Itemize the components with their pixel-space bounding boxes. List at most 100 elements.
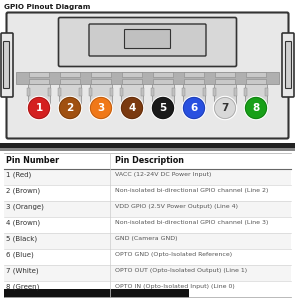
FancyBboxPatch shape [124, 29, 171, 49]
Bar [29, 72, 49, 77]
Circle shape [58, 97, 81, 119]
Bar [28, 84, 50, 108]
FancyBboxPatch shape [89, 24, 206, 56]
Text: Non-isolated bi-directional GPIO channel (Line 3): Non-isolated bi-directional GPIO channel… [115, 220, 268, 225]
Bar [60, 72, 80, 77]
Text: 7 (White): 7 (White) [6, 268, 39, 274]
Text: Pin Description: Pin Description [115, 156, 184, 165]
Circle shape [214, 97, 237, 119]
Bar [172, 88, 175, 96]
Circle shape [120, 97, 143, 119]
Bar [234, 88, 237, 96]
Text: Non-isolated bi-directional GPIO channel (Line 2): Non-isolated bi-directional GPIO channel… [115, 188, 268, 193]
Text: VDD GPIO (2.5V Power Output) (Line 4): VDD GPIO (2.5V Power Output) (Line 4) [115, 204, 238, 209]
Bar [4, 265, 291, 281]
Text: Pin Number: Pin Number [6, 156, 59, 165]
Circle shape [27, 97, 50, 119]
Text: 8 (Green): 8 (Green) [6, 284, 39, 290]
Bar [184, 79, 204, 84]
Bar [110, 88, 113, 96]
Bar [0, 148, 295, 151]
Bar [120, 88, 123, 96]
Bar [151, 88, 154, 96]
Text: 4 (Brown): 4 (Brown) [6, 220, 40, 226]
Text: 6: 6 [190, 103, 198, 113]
Bar [4, 233, 291, 249]
Text: 3: 3 [97, 103, 105, 113]
Bar [153, 79, 173, 84]
Bar [215, 72, 235, 77]
Bar [215, 79, 235, 84]
Bar [246, 79, 266, 84]
FancyBboxPatch shape [58, 17, 237, 67]
Bar [4, 217, 291, 233]
FancyBboxPatch shape [1, 33, 13, 97]
Bar [121, 84, 143, 108]
Bar [48, 88, 51, 96]
Bar [152, 84, 174, 108]
Text: 7: 7 [221, 103, 229, 113]
Bar [4, 169, 291, 185]
Text: 1: 1 [35, 103, 42, 113]
Bar [29, 79, 49, 84]
Text: 3 (Orange): 3 (Orange) [6, 204, 44, 211]
Text: 6 (Blue): 6 (Blue) [6, 252, 34, 259]
Bar [91, 79, 111, 84]
Bar [89, 88, 92, 96]
Circle shape [122, 98, 142, 118]
Text: 1 (Red): 1 (Red) [6, 172, 31, 178]
Bar [183, 84, 205, 108]
Bar [27, 88, 30, 96]
FancyBboxPatch shape [4, 41, 9, 88]
Circle shape [183, 97, 206, 119]
Text: 2 (Brown): 2 (Brown) [6, 188, 40, 194]
Bar [16, 72, 279, 84]
Text: GND (Camera GND): GND (Camera GND) [115, 236, 178, 241]
Bar [4, 201, 291, 217]
Text: VACC (12-24V DC Power Input): VACC (12-24V DC Power Input) [115, 172, 212, 177]
FancyBboxPatch shape [286, 41, 291, 88]
Text: 2: 2 [66, 103, 74, 113]
Circle shape [214, 98, 235, 118]
Bar [122, 72, 142, 77]
Text: GPIO Pinout Diagram: GPIO Pinout Diagram [4, 4, 90, 10]
Bar [4, 281, 291, 297]
Bar [203, 88, 206, 96]
Text: OPTO OUT (Opto-Isolated Output) (Line 1): OPTO OUT (Opto-Isolated Output) (Line 1) [115, 268, 247, 273]
Text: 5: 5 [159, 103, 167, 113]
Bar [244, 88, 247, 96]
Bar [4, 185, 291, 201]
Text: 4: 4 [128, 103, 136, 113]
Circle shape [60, 98, 81, 118]
Text: 5 (Black): 5 (Black) [6, 236, 37, 242]
Text: OPTO GND (Opto-Isolated Reference): OPTO GND (Opto-Isolated Reference) [115, 252, 232, 257]
Bar [122, 79, 142, 84]
Bar [58, 88, 61, 96]
Bar [214, 84, 236, 108]
Bar [79, 88, 82, 96]
Bar [153, 72, 173, 77]
Bar [91, 72, 111, 77]
Circle shape [29, 98, 50, 118]
Circle shape [152, 97, 175, 119]
Bar [141, 88, 144, 96]
Bar [60, 79, 80, 84]
Bar [213, 88, 216, 96]
Circle shape [245, 97, 268, 119]
Circle shape [89, 97, 112, 119]
FancyBboxPatch shape [6, 13, 289, 139]
Bar [182, 88, 185, 96]
Bar [184, 72, 204, 77]
Bar [0, 143, 295, 148]
Bar [246, 72, 266, 77]
Bar [4, 289, 189, 298]
Text: 8: 8 [253, 103, 260, 113]
Bar [90, 84, 112, 108]
FancyBboxPatch shape [282, 33, 294, 97]
Circle shape [245, 98, 266, 118]
Text: OPTO IN (Opto-Isolated Input) (Line 0): OPTO IN (Opto-Isolated Input) (Line 0) [115, 284, 235, 289]
Circle shape [183, 98, 204, 118]
Circle shape [153, 98, 173, 118]
Bar [59, 84, 81, 108]
Bar [265, 88, 268, 96]
